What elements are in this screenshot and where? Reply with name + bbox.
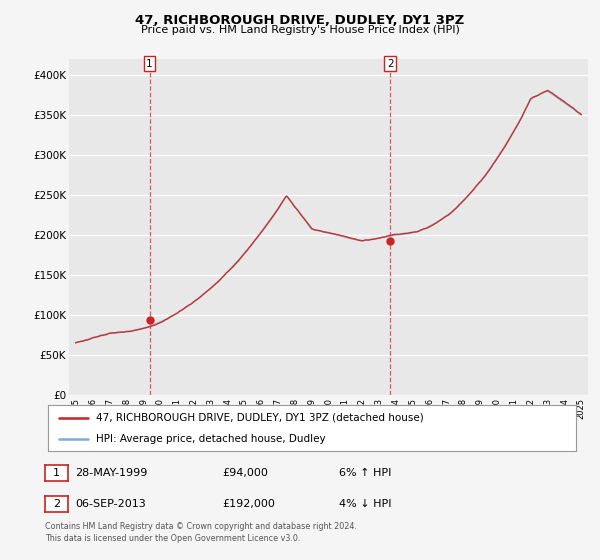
Text: 2: 2 (53, 499, 60, 509)
Text: 2: 2 (387, 59, 394, 69)
Text: 47, RICHBOROUGH DRIVE, DUDLEY, DY1 3PZ: 47, RICHBOROUGH DRIVE, DUDLEY, DY1 3PZ (136, 14, 464, 27)
Text: HPI: Average price, detached house, Dudley: HPI: Average price, detached house, Dudl… (95, 435, 325, 444)
Text: 28-MAY-1999: 28-MAY-1999 (75, 468, 148, 478)
Text: Contains HM Land Registry data © Crown copyright and database right 2024.
This d: Contains HM Land Registry data © Crown c… (45, 522, 357, 543)
Text: 06-SEP-2013: 06-SEP-2013 (75, 499, 146, 509)
Text: Price paid vs. HM Land Registry's House Price Index (HPI): Price paid vs. HM Land Registry's House … (140, 25, 460, 35)
Text: 1: 1 (53, 468, 60, 478)
Text: 1: 1 (146, 59, 153, 69)
Text: £94,000: £94,000 (222, 468, 268, 478)
Text: £192,000: £192,000 (222, 499, 275, 509)
Text: 6% ↑ HPI: 6% ↑ HPI (339, 468, 391, 478)
Text: 4% ↓ HPI: 4% ↓ HPI (339, 499, 391, 509)
Text: 47, RICHBOROUGH DRIVE, DUDLEY, DY1 3PZ (detached house): 47, RICHBOROUGH DRIVE, DUDLEY, DY1 3PZ (… (95, 413, 423, 423)
